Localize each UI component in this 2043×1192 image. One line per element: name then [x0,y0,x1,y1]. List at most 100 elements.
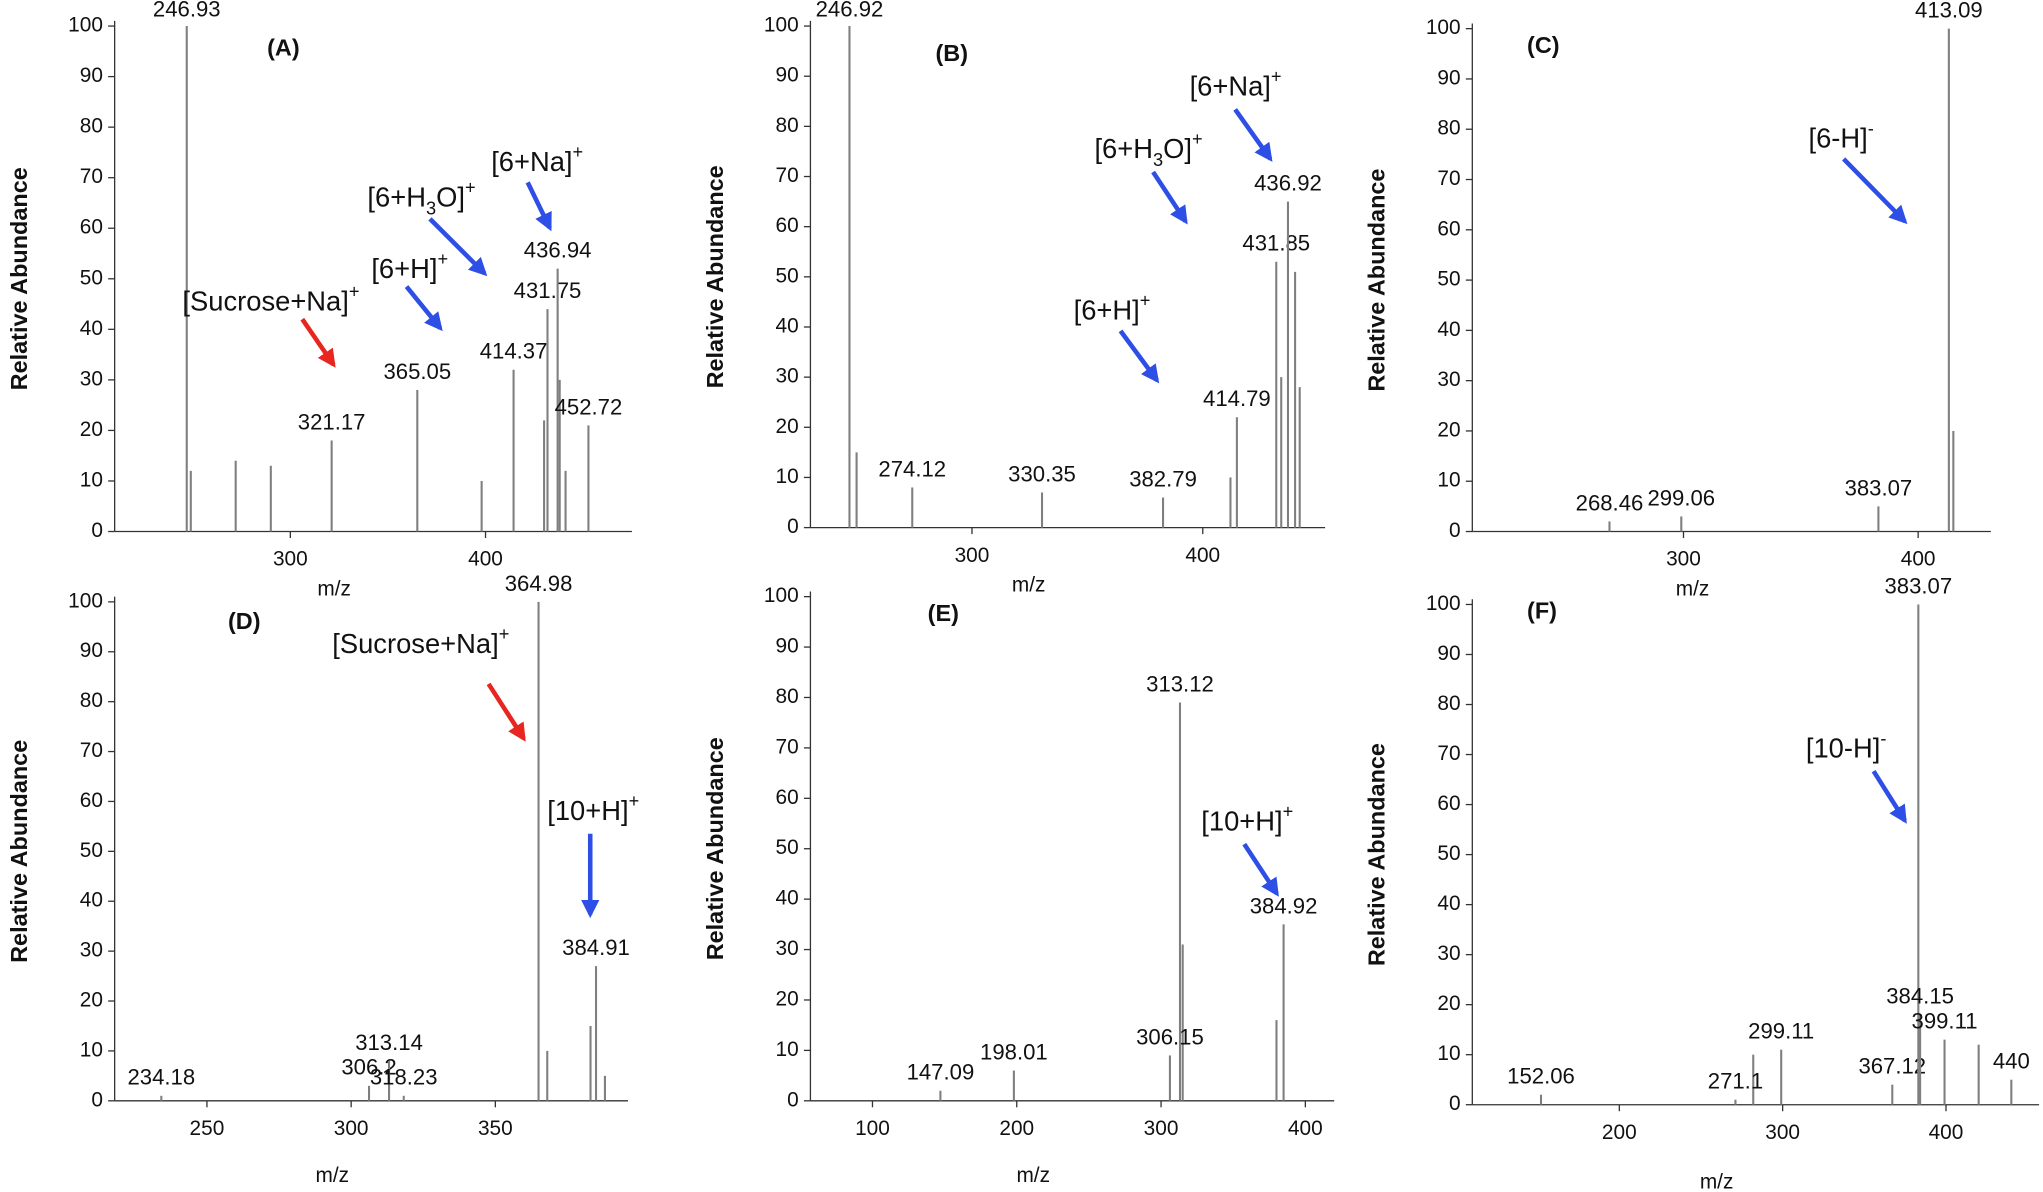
y-tick-label: 50 [1437,268,1460,291]
annotation-arrow [300,317,336,368]
x-tick-label: 400 [1288,1117,1323,1140]
annotation-part: [6+Na] [1190,71,1271,102]
y-tick-label: 100 [1426,16,1461,39]
y-tick-label: 50 [80,266,103,289]
y-axis-label: Relative Abundance [6,167,32,390]
y-tick-label: 30 [80,367,103,390]
y-tick-label: 50 [80,839,103,862]
y-tick-label: 100 [1426,592,1461,615]
x-axis-label: m/z [317,578,351,601]
peak-label: 431.85 [1242,231,1310,256]
peak-label: 313.12 [1146,671,1214,696]
x-tick-label: 200 [999,1117,1034,1140]
x-axis-label: m/z [1676,578,1710,601]
x-tick-label: 400 [1929,1121,1964,1144]
y-axis-label: Relative Abundance [6,740,32,963]
y-tick-label: 100 [68,589,103,612]
y-tick-label: 40 [80,889,103,912]
y-tick-label: 10 [776,1038,799,1061]
peak-label: 246.93 [153,0,221,21]
y-tick-label: 80 [776,685,799,708]
y-tick-label: 30 [80,939,103,962]
peak-label: 382.79 [1129,466,1197,491]
annotation: [6+Na]+ [491,141,583,177]
x-tick-label: 300 [955,544,990,567]
y-tick-label: 10 [1437,469,1460,492]
y-tick-label: 0 [787,515,799,538]
x-axis-label: m/z [1016,1164,1050,1187]
y-tick-label: 10 [1437,1042,1460,1065]
annotation-part: O] [1163,133,1192,164]
x-tick-label: 400 [1901,548,1936,571]
annotation-arrow [404,285,443,332]
annotation-part: O] [436,182,465,213]
y-tick-label: 0 [787,1088,799,1111]
annotation-part: [10-H] [1806,733,1880,764]
y-tick-label: 80 [1437,117,1460,140]
y-tick-label: 0 [91,519,103,542]
y-tick-label: 60 [776,214,799,237]
y-tick-label: 20 [80,989,103,1012]
y-tick-label: 70 [1437,167,1460,190]
peak-label: 234.18 [127,1065,195,1090]
y-tick-label: 40 [776,314,799,337]
y-tick-label: 100 [764,584,799,607]
annotation: [6-H]- [1808,118,1873,154]
y-tick-label: 90 [1437,66,1460,89]
annotation-part: + [1192,128,1203,149]
annotation-part: [6+H [1094,133,1153,164]
annotation: [10+H]+ [1201,801,1293,837]
y-tick-label: 0 [1449,519,1461,542]
y-tick-label: 30 [1437,368,1460,391]
annotation-part: [Sucrose+Na] [182,286,348,317]
panel-label: (C) [1527,32,1560,58]
peak-label: 306.2 [341,1055,396,1080]
peak-label: 414.79 [1203,386,1271,411]
y-tick-label: 30 [776,937,799,960]
annotation: [6+H3O]+ [1094,128,1202,170]
y-tick-label: 20 [776,415,799,438]
y-tick-label: 60 [1437,217,1460,240]
annotation-part: [6+H] [1074,295,1140,326]
annotation-part: + [573,141,584,162]
y-tick-label: 30 [1437,942,1460,965]
annotation-part: [6-H] [1808,123,1867,154]
y-tick-label: 20 [1437,418,1460,441]
peak-label: 274.12 [878,456,946,481]
y-tick-label: 10 [776,465,799,488]
y-tick-label: 10 [80,1038,103,1061]
annotation-arrow [1151,170,1188,225]
peak-label: 436.92 [1254,171,1322,196]
annotation-arrow [486,682,526,742]
x-tick-label: 300 [1144,1117,1179,1140]
y-tick-label: 10 [80,468,103,491]
peak-label: 147.09 [907,1060,975,1085]
peak-label: 365.05 [383,359,451,384]
y-axis-label: Relative Abundance [1364,743,1390,966]
annotation-arrow [1842,157,1908,225]
peak-label: 452.72 [555,394,623,419]
x-tick-label: 250 [190,1117,225,1140]
y-tick-label: 60 [80,216,103,239]
x-tick-label: 200 [1602,1121,1637,1144]
x-tick-label: 300 [273,548,308,571]
y-tick-label: 20 [1437,992,1460,1015]
annotation-part: + [1271,66,1282,87]
y-tick-label: 40 [776,887,799,910]
peak-label: 313.14 [355,1030,423,1055]
peak-label: 152.06 [1507,1064,1575,1089]
annotation-part: + [1140,290,1151,311]
annotation: [10+H]+ [547,790,639,826]
peak-label: 440 [1993,1049,2030,1074]
y-tick-label: 90 [80,639,103,662]
peak-label: 271.1 [1708,1069,1763,1094]
annotation-part: [6+Na] [491,146,572,177]
annotation: [6+H]+ [371,248,448,284]
annotation-part: - [1868,118,1874,139]
annotation-part: [Sucrose+Na] [332,628,498,659]
panel-label: (B) [936,40,969,66]
y-tick-label: 80 [80,689,103,712]
peak-label: 299.11 [1748,1019,1814,1044]
annotation-part: + [499,623,510,644]
y-tick-label: 70 [776,735,799,758]
